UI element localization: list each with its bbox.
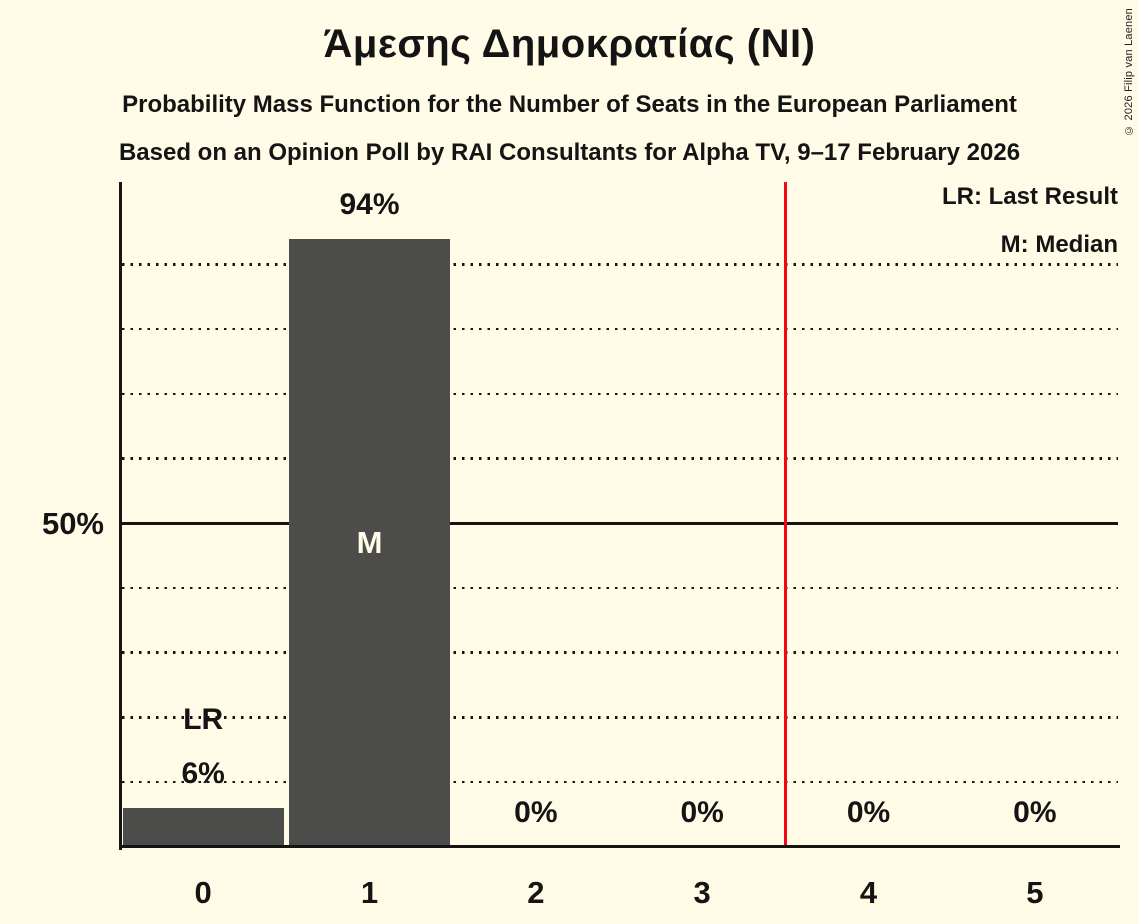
bar-value-label-0: 6%	[181, 757, 225, 791]
gridline-10-percent	[122, 780, 1118, 784]
gridline-40-percent	[122, 586, 1118, 590]
x-axis-label-0: 0	[194, 875, 212, 910]
legend-median: M: Median	[1000, 231, 1118, 258]
gridline-20-percent	[122, 716, 1118, 719]
bar-value-label-5: 0%	[1013, 796, 1057, 829]
gridline-60-percent	[122, 457, 1118, 460]
gridline-30-percent	[122, 651, 1118, 654]
chart-title: Άμεσης Δημοκρατίας (NI)	[323, 22, 816, 66]
chart-legend: LR: Last Result M: Median	[942, 182, 1118, 260]
y-axis-tick-label: 50%	[41, 505, 104, 541]
last-result-marker: LR	[183, 703, 224, 737]
median-marker: M	[356, 524, 383, 560]
bar-seats-0	[122, 808, 284, 847]
x-axis-label-3: 3	[693, 875, 711, 910]
bar-value-label-3: 0%	[680, 796, 724, 829]
legend-last-result: LR: Last Result	[941, 183, 1118, 210]
bar-value-label-4: 0%	[846, 796, 891, 829]
bar-seats-1	[288, 238, 451, 847]
bar-value-label-2: 0%	[514, 796, 558, 829]
gridline-90-percent	[122, 263, 1118, 266]
gridline-80-percent	[122, 327, 1118, 331]
x-axis-label-4: 4	[859, 875, 878, 910]
x-axis-label-1: 1	[360, 875, 379, 910]
plot-area: LR: Last Result M: Median 50% 6% 0 94% 1 0% 2 0…	[42, 182, 1120, 910]
gridline-50-percent-solid	[122, 522, 1118, 525]
red-reference-line	[783, 182, 787, 847]
chart-subtitle-1: Probability Mass Function for the Number…	[122, 91, 1017, 118]
x-axis-label-5: 5	[1026, 875, 1044, 910]
copyright-notice: © 2026 Filip van Laenen	[1123, 8, 1135, 136]
chart-subtitle-2: Based on an Opinion Poll by RAI Consulta…	[118, 139, 1021, 166]
x-axis-label-2: 2	[527, 875, 545, 910]
x-axis-line	[119, 845, 1120, 848]
bar-value-label-1: 94%	[339, 187, 400, 221]
gridline-70-percent	[122, 392, 1118, 396]
y-axis-line	[119, 182, 122, 850]
